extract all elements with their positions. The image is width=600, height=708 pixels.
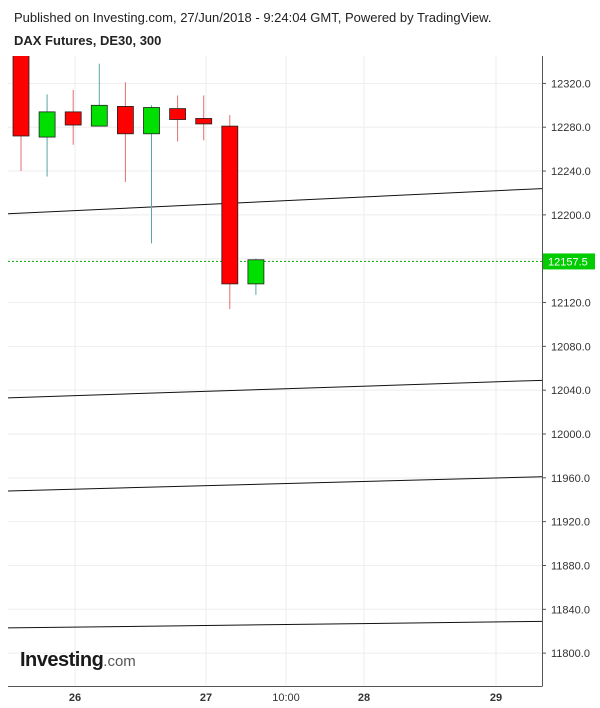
candle-body <box>12 56 30 137</box>
y-tick-label: 12280.0 <box>551 122 591 134</box>
y-tick-label: 11960.0 <box>551 473 590 485</box>
y-tick-label: 12040.0 <box>551 385 591 397</box>
candle-body <box>195 118 213 125</box>
trendline <box>8 379 542 399</box>
published-caption: Published on Investing.com, 27/Jun/2018 … <box>14 10 492 25</box>
current-price-label: 12157.5 <box>548 256 588 268</box>
trendline <box>8 476 542 492</box>
candle-body <box>221 125 239 285</box>
candle-body <box>117 106 134 135</box>
candle-body <box>247 259 265 285</box>
y-tick-label: 12240.0 <box>551 166 591 178</box>
candle-body <box>143 107 160 135</box>
y-tick-label: 12080.0 <box>551 341 591 353</box>
x-tick-label: 28 <box>358 692 370 704</box>
x-tick-label: 27 <box>200 692 212 704</box>
current-price-label-bg <box>543 253 595 270</box>
investing-logo: Investing.com <box>20 649 136 671</box>
y-tick-label: 12000.0 <box>551 429 591 441</box>
y-tick-label: 12200.0 <box>551 210 591 222</box>
candle-body <box>90 104 108 127</box>
x-tick-label: 26 <box>69 692 81 704</box>
trendline <box>8 620 542 629</box>
y-tick-label: 12320.0 <box>551 78 591 90</box>
candle-body <box>64 111 82 126</box>
trendline <box>8 188 542 215</box>
y-tick-label: 11880.0 <box>551 560 590 572</box>
x-tick-label: 10:00 <box>272 692 300 704</box>
y-tick-label: 11840.0 <box>551 604 590 616</box>
candle-body <box>38 111 56 138</box>
x-tick-label: 29 <box>490 692 502 704</box>
y-tick-label: 12120.0 <box>551 298 591 310</box>
chart-title: DAX Futures, DE30, 300 <box>14 33 162 48</box>
y-tick-label: 11800.0 <box>551 648 590 660</box>
candle-body <box>169 108 187 120</box>
y-tick-label: 11920.0 <box>551 517 590 529</box>
